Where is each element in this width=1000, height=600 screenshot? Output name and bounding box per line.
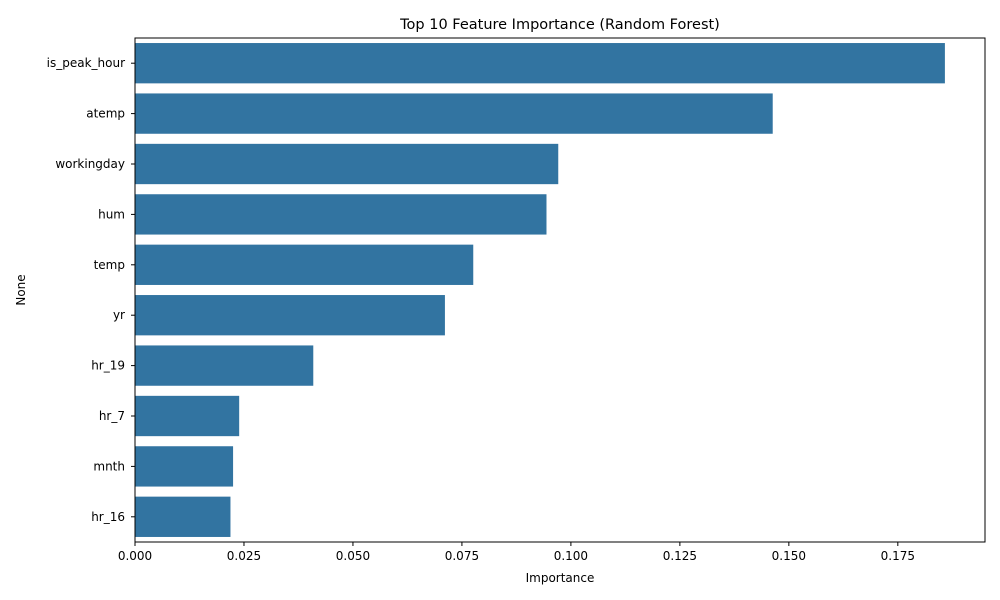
x-tick-label: 0.100 [554,549,588,563]
y-tick-label: mnth [93,459,125,473]
y-tick-label: hr_7 [99,409,125,423]
bar-hr-7 [135,395,240,437]
bar-temp [135,244,474,285]
x-tick-label: 0.000 [118,549,152,563]
y-tick-label: is_peak_hour [47,56,125,70]
y-tick-label: atemp [86,107,125,121]
y-tick-label: hum [98,207,125,221]
bar-hr-19 [135,345,314,386]
x-axis-label: Importance [526,571,595,585]
x-tick-label: 0.175 [881,549,915,563]
x-tick-label: 0.125 [663,549,697,563]
x-tick-label: 0.075 [445,549,479,563]
x-tick-label: 0.025 [227,549,261,563]
x-tick-label: 0.050 [336,549,370,563]
chart-title: Top 10 Feature Importance (Random Forest… [399,17,720,33]
bar-atemp [135,93,773,134]
bars-layer [135,43,945,537]
bar-is-peak-hour [135,43,945,84]
x-ticks-layer: 0.000 0.025 0.050 0.075 0.100 0.125 0.150 0.175 [118,542,915,563]
bar-hum [135,194,547,235]
bar-workingday [135,143,559,185]
x-tick-label: 0.150 [772,549,806,563]
y-tick-label: temp [94,258,125,272]
y-tick-label: hr_16 [91,510,125,524]
bar-hr-16 [135,496,231,537]
y-tick-label: workingday [55,157,125,171]
bar-mnth [135,446,234,487]
plot-frame [134,37,986,543]
y-tick-label: yr [113,308,125,322]
bar-yr [135,295,445,336]
y-tick-label: hr_19 [91,359,125,373]
y-axis-label: None [14,274,28,305]
